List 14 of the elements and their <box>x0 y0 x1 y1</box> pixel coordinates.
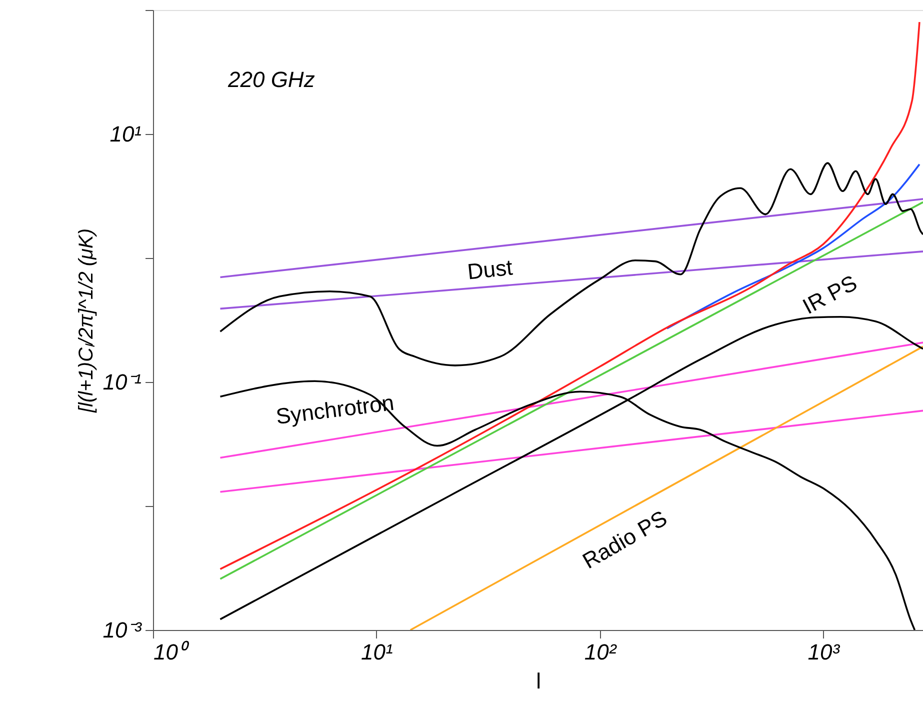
y-tick-label: 10⁻³ <box>102 618 142 642</box>
y-axis-title: [l(l+1)Cₗ/2π]^1/2 (μK) <box>76 228 98 414</box>
annotation: 220 GHz <box>227 67 315 92</box>
y-tick-label: 10¹ <box>110 122 142 146</box>
annotation: Radio PS <box>578 506 672 574</box>
x-tick-label: 10² <box>584 640 617 664</box>
x-axis-title: l <box>536 668 541 694</box>
annotation: Dust <box>466 254 514 284</box>
x-tick-label: 10⁰ <box>154 640 190 664</box>
x-tick-label: 10³ <box>808 640 840 664</box>
annotation: IR PS <box>798 270 862 320</box>
annotation: Synchrotron <box>274 390 396 430</box>
x-tick-label: 10¹ <box>360 640 393 664</box>
y-tick-label: 10⁻¹ <box>102 370 142 394</box>
